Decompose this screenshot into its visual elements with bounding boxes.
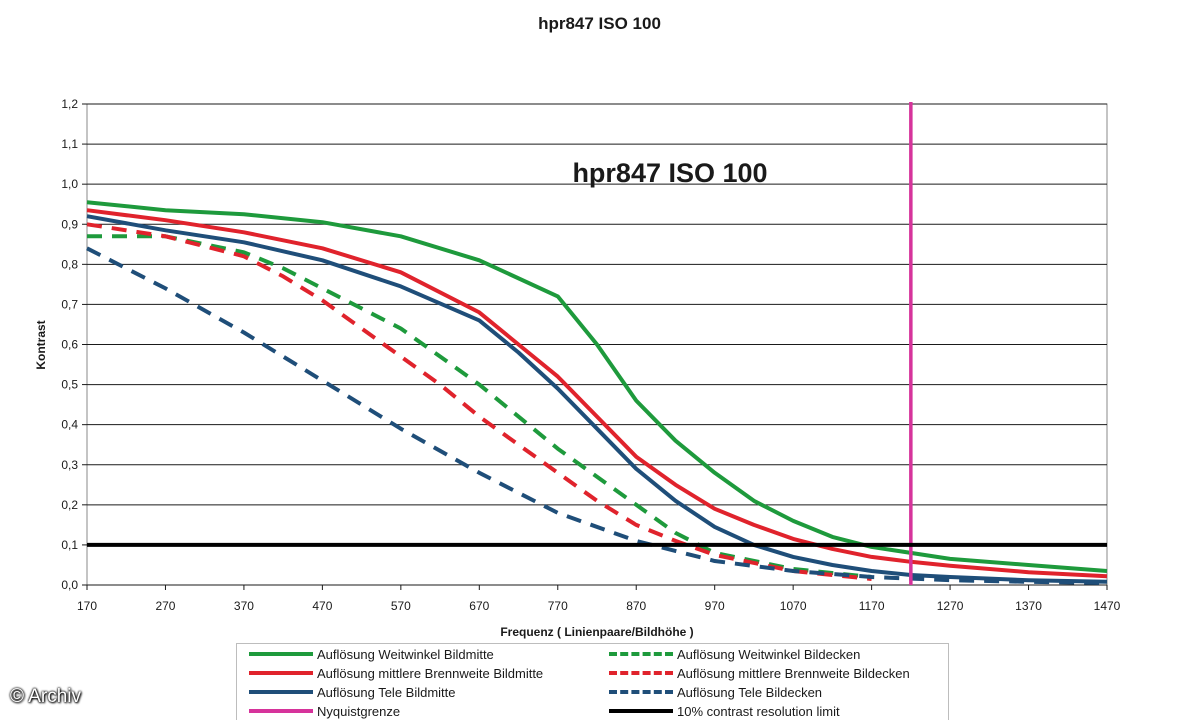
series-line-6 (86, 246, 1108, 585)
y-tick-label: 0,3 (61, 458, 78, 472)
x-tick-label: 370 (234, 599, 254, 613)
legend-swatch (249, 709, 313, 713)
x-tick-label: 270 (155, 599, 175, 613)
x-axis-label: Frequenz ( Linienpaare/Bildhöhe ) (500, 625, 693, 639)
y-tick-label: 0,6 (61, 338, 78, 352)
y-axis-label: Kontrast (34, 320, 48, 369)
x-tick-label: 1270 (937, 599, 964, 613)
legend-swatch (249, 690, 313, 694)
y-tick-label: 1,1 (61, 137, 78, 151)
x-tick-label: 1370 (1015, 599, 1042, 613)
x-tick-label: 670 (469, 599, 489, 613)
x-tick-label: 1170 (859, 599, 885, 613)
x-tick-label: 770 (548, 599, 568, 613)
x-tick-label: 170 (77, 599, 97, 613)
chart-title: hpr847 ISO 100 (538, 14, 661, 33)
legend-swatch (609, 671, 673, 675)
legend-label: Auflösung Weitwinkel Bildecken (677, 646, 861, 662)
legend-label: Auflösung Tele Bildmitte (317, 684, 456, 700)
legend-label: Auflösung Tele Bildecken (677, 684, 823, 700)
axis-layer: 0,0 0,1 0,2 0,3 0,4 0,5 0,6 0,7 0,8 0,9 1,0 1,1 1,2 1… (61, 97, 1120, 613)
legend-label: Auflösung Weitwinkel Bildmitte (317, 646, 494, 662)
legend-label: Auflösung mittlere Brennweite Bildecken (677, 665, 910, 681)
y-tick-label: 0,9 (61, 217, 78, 231)
legend-item-7: Nyquistgrenze (249, 702, 400, 720)
series-line-5 (86, 222, 872, 581)
x-tick-label: 470 (312, 599, 332, 613)
series-line-4 (87, 234, 872, 579)
y-tick-label: 0,5 (61, 378, 78, 392)
y-tick-label: 0,7 (61, 297, 78, 311)
chart-svg: 0,0 0,1 0,2 0,3 0,4 0,5 0,6 0,7 0,8 0,9 1,0 1,1 1,2 1… (34, 97, 1121, 639)
y-tick-label: 0,0 (61, 578, 78, 592)
y-tick-label: 0,8 (61, 257, 78, 271)
legend-label: 10% contrast resolution limit (677, 703, 840, 719)
legend-label: Auflösung mittlere Brennweite Bildmitte (317, 665, 544, 681)
legend-swatch (609, 709, 673, 713)
x-tick-label: 570 (391, 599, 411, 613)
legend-item-1: Auflösung Weitwinkel Bildmitte (249, 645, 494, 663)
legend-item-3: Auflösung Tele Bildmitte (249, 683, 456, 701)
x-tick-label: 1470 (1094, 599, 1121, 613)
x-tick-label: 1070 (780, 599, 807, 613)
series-layer (86, 102, 1108, 585)
y-tick-label: 0,2 (61, 498, 78, 512)
legend-swatch (609, 652, 673, 656)
y-tick-label: 1,2 (61, 97, 78, 111)
legend-swatch (249, 671, 313, 675)
legend-item-5: Auflösung mittlere Brennweite Bildecken (609, 664, 910, 682)
legend-item-2: Auflösung mittlere Brennweite Bildmitte (249, 664, 543, 682)
legend: Auflösung Weitwinkel Bildmitte Auflösung … (236, 643, 949, 720)
legend-label: Nyquistgrenze (317, 703, 401, 719)
x-tick-label: 970 (705, 599, 725, 613)
x-tick-label: 870 (626, 599, 646, 613)
watermark: © Archiv (10, 686, 82, 707)
legend-item-6: Auflösung Tele Bildecken (609, 683, 822, 701)
y-tick-label: 0,4 (61, 418, 78, 432)
series-line-3 (86, 214, 1108, 584)
y-tick-label: 1,0 (61, 177, 78, 191)
y-tick-label: 0,1 (61, 538, 78, 552)
legend-item-8: 10% contrast resolution limit (609, 702, 840, 720)
legend-swatch (249, 652, 313, 656)
legend-swatch (609, 690, 673, 694)
legend-item-4: Auflösung Weitwinkel Bildecken (609, 645, 860, 663)
inner-title: hpr847 ISO 100 (572, 158, 767, 188)
series-line-2 (86, 208, 1108, 579)
